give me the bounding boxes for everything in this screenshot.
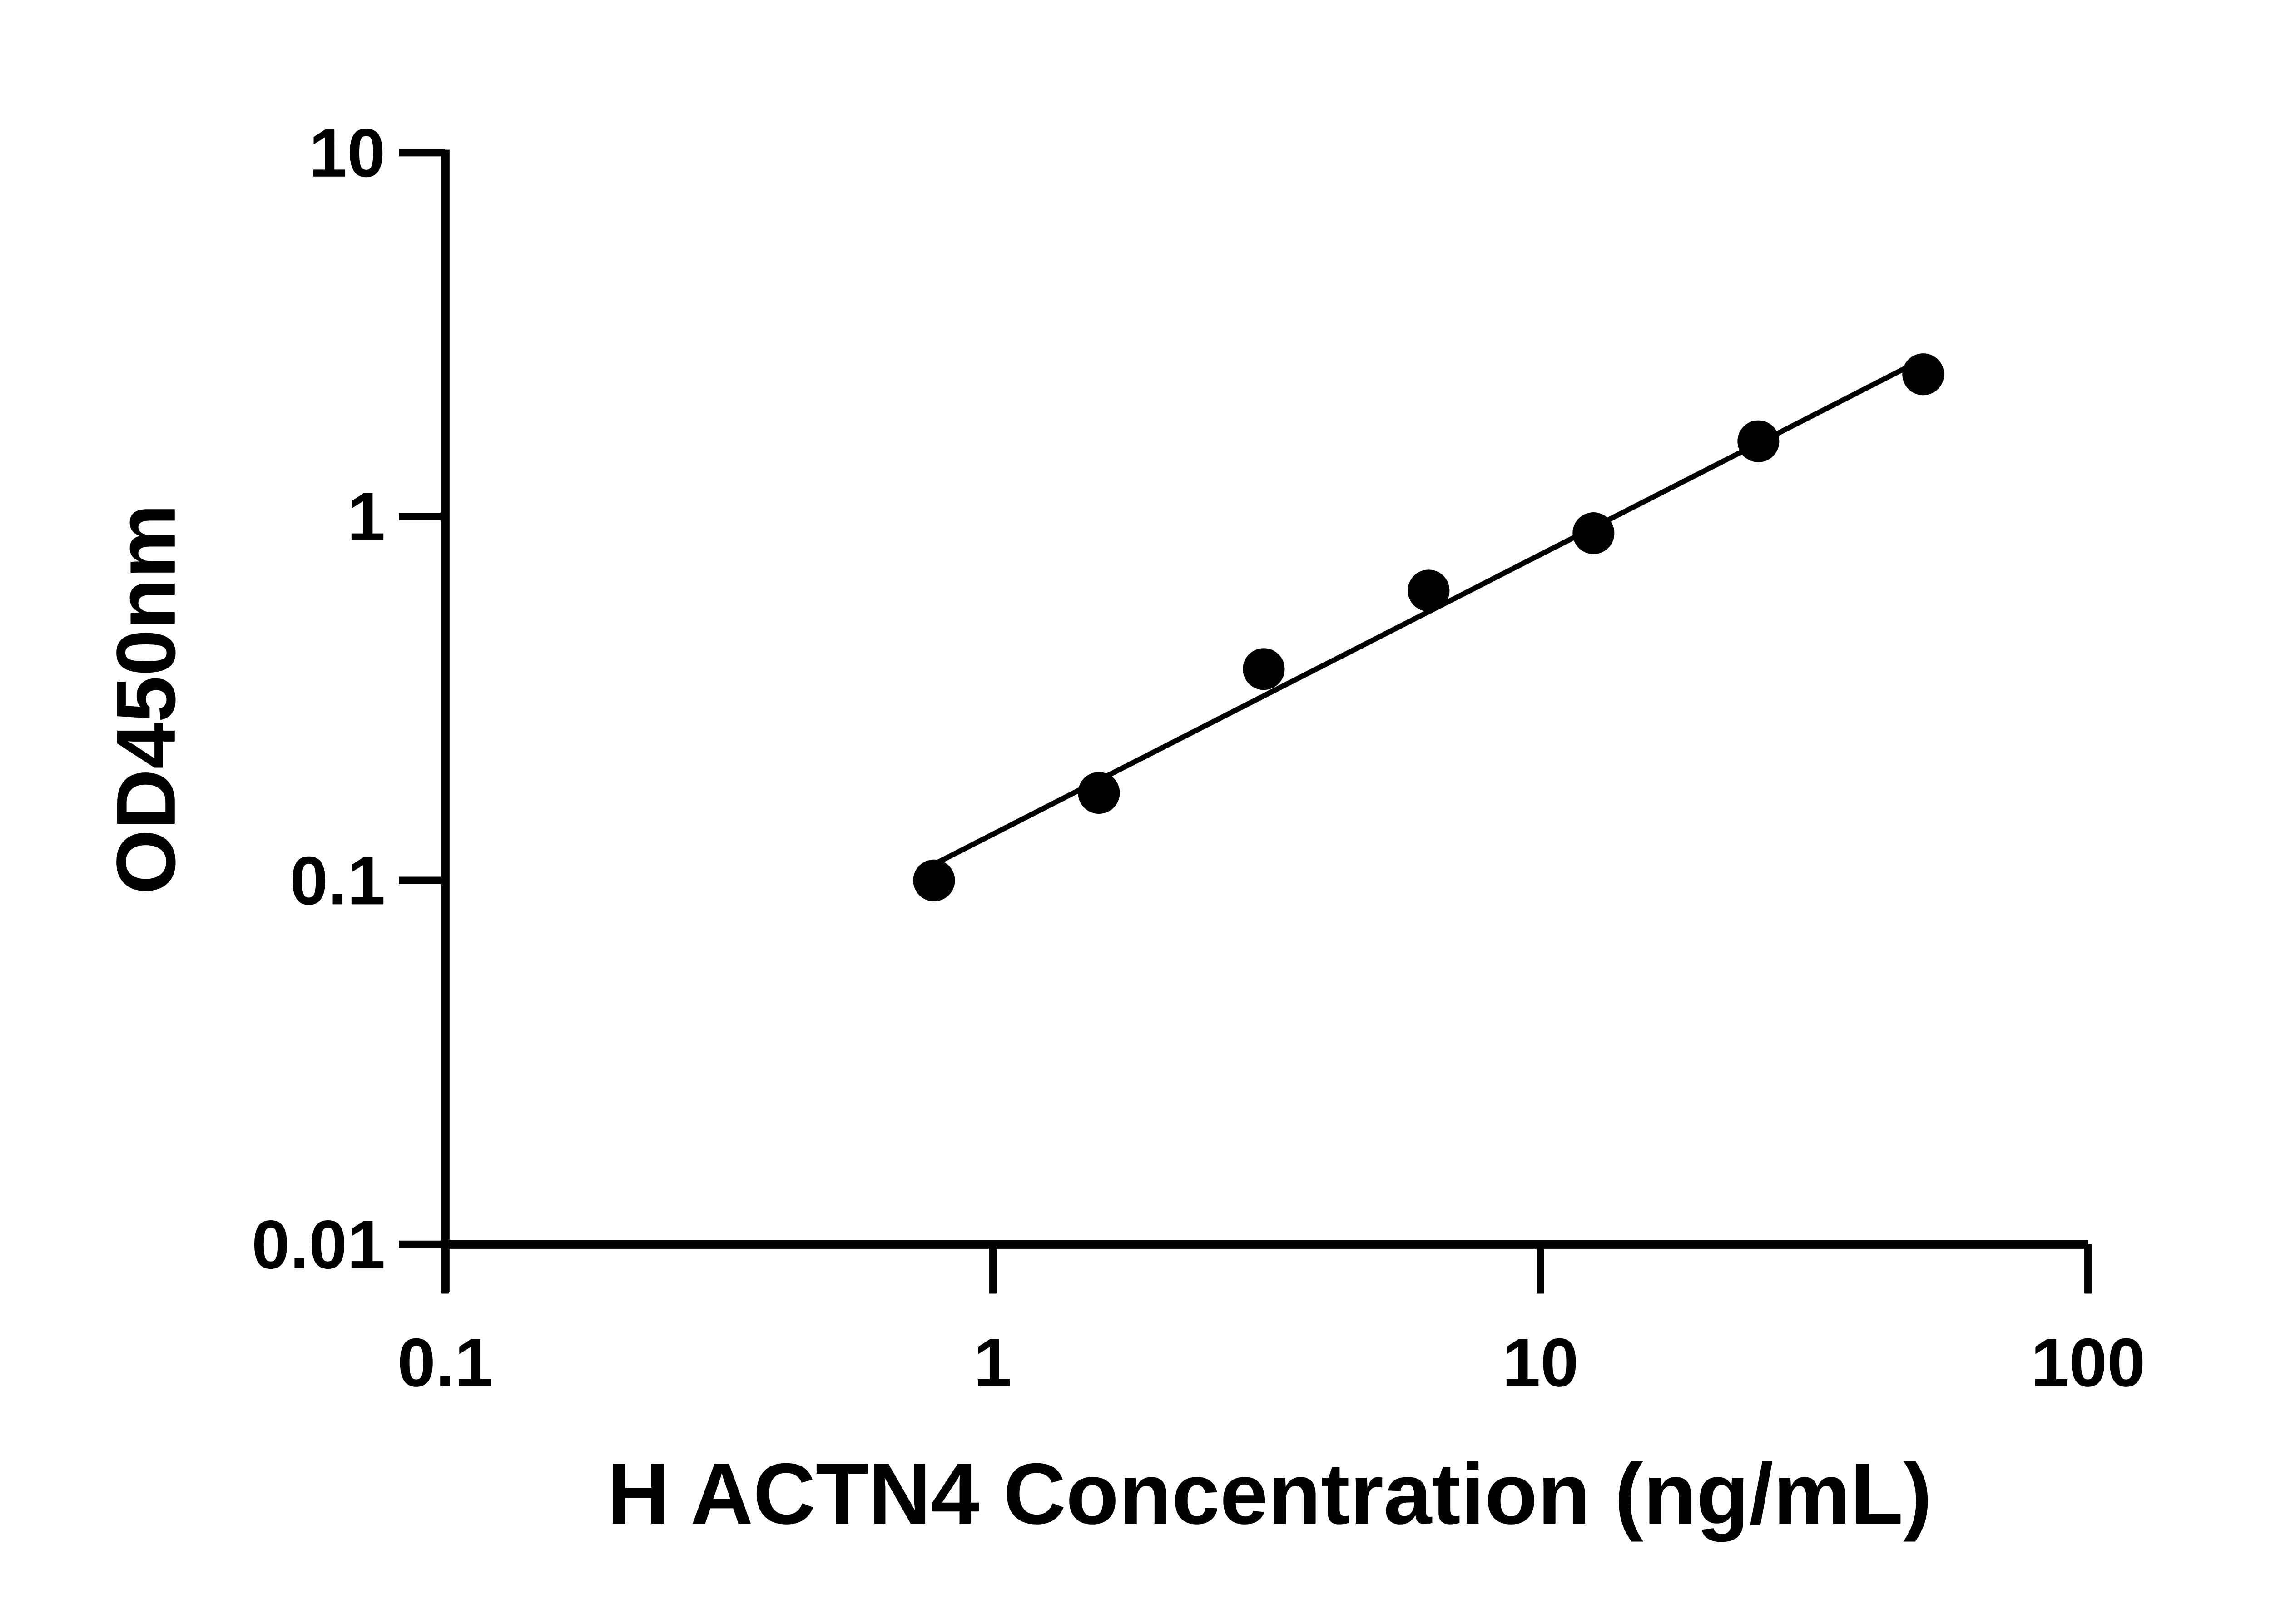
- x-tick-label: 100: [2031, 1324, 2145, 1401]
- data-point: [1408, 569, 1450, 612]
- x-tick-label: 0.1: [397, 1324, 493, 1401]
- data-point: [1078, 772, 1120, 814]
- y-tick-label: 0.1: [290, 842, 385, 919]
- y-tick-label: 0.01: [252, 1207, 385, 1283]
- data-point: [1902, 353, 1944, 396]
- data-point: [1737, 420, 1780, 462]
- y-tick-label: 1: [347, 479, 385, 555]
- y-axis-label: OD450nm: [99, 504, 193, 895]
- x-tick-label: 10: [1502, 1324, 1578, 1401]
- data-point: [1243, 648, 1285, 690]
- data-point: [1572, 512, 1615, 555]
- x-axis-label: H ACTN4 Concentration (ng/mL): [607, 1446, 1932, 1542]
- x-tick-label: 1: [974, 1324, 1012, 1401]
- y-tick-label: 10: [309, 115, 385, 192]
- data-point: [913, 859, 955, 901]
- data-points: [913, 353, 1944, 901]
